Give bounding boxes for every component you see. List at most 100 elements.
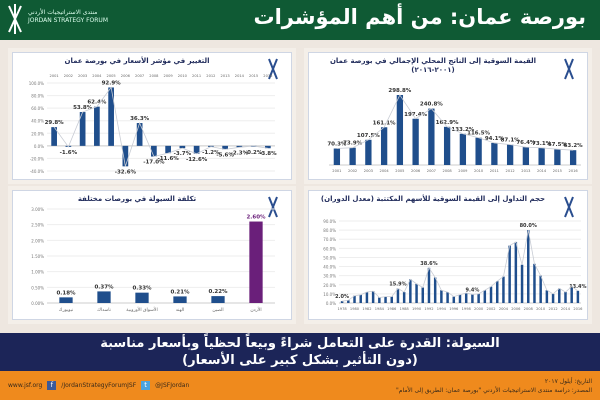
bar-1994 bbox=[440, 290, 443, 303]
bar-2005 bbox=[108, 87, 114, 146]
x-tick-label: 2016 bbox=[569, 169, 579, 173]
x-tick-label: 1984 bbox=[375, 307, 385, 311]
data-label: -11.6% bbox=[157, 156, 179, 162]
bar-2015 bbox=[554, 149, 561, 165]
bar-2004 bbox=[502, 276, 505, 303]
bar-1991 bbox=[421, 287, 425, 303]
y-tick-label: 40.0% bbox=[323, 265, 336, 270]
bar-2014 bbox=[538, 147, 545, 165]
data-label: 240.8% bbox=[420, 102, 443, 108]
x-tick-label: 1982 bbox=[362, 307, 371, 311]
x-tick-label: 2007 bbox=[427, 169, 436, 173]
data-label: -5.6% bbox=[216, 152, 234, 158]
y-tick-label: 90.0% bbox=[323, 219, 336, 224]
twitter-link[interactable]: @JSFJordan bbox=[155, 382, 190, 389]
y-tick-label: 20.0% bbox=[31, 131, 44, 136]
facebook-icon: f bbox=[47, 381, 57, 390]
bar-2016 bbox=[569, 150, 577, 165]
bar-2010 bbox=[179, 145, 186, 149]
data-label: 36.3% bbox=[130, 116, 150, 122]
header: منتدى الاستراتيجيات الأردني JORDAN STRATE… bbox=[0, 0, 600, 40]
data-label: 67.5% bbox=[548, 142, 568, 148]
y-tick-label: 80.0% bbox=[323, 228, 336, 233]
data-label: 116.5% bbox=[467, 131, 490, 137]
data-label: 0.18% bbox=[56, 290, 76, 296]
data-label: 161.1% bbox=[373, 120, 396, 126]
bar-2001 bbox=[483, 290, 487, 303]
bar-2008 bbox=[443, 126, 451, 165]
y-tick-label: 3.00% bbox=[31, 207, 44, 212]
x-tick-label: 2004 bbox=[380, 169, 390, 173]
bar-2001 bbox=[333, 148, 341, 165]
data-label: -12.6% bbox=[186, 157, 208, 163]
x-tick-label: 2001 bbox=[332, 169, 341, 173]
x-tick-label: 2002 bbox=[348, 169, 357, 173]
chart-title: حجم التداول إلى القيمة السوقية للأسهم ال… bbox=[320, 195, 546, 203]
chart-plot: 70.3% 2001 73.9% 2002 107.5% 2003 161.1% 2004 29… bbox=[327, 58, 584, 173]
trend-line bbox=[342, 230, 579, 302]
data-label: -2.3% bbox=[231, 150, 249, 156]
x-tick-label: 2009 bbox=[164, 74, 174, 78]
bar-1984 bbox=[378, 297, 381, 303]
bar-ناسداك bbox=[97, 291, 111, 303]
x-tick-label: 2002 bbox=[64, 74, 73, 78]
liquidity-banner: السيولة: القدرة على التعامل شراءً وبيعاً… bbox=[0, 333, 600, 371]
chart-plot: 0.0% 10.0% 20.0% 30.0% 40.0% 50.0% 60.0% 70.0% 8… bbox=[323, 196, 587, 311]
y-tick-label: 1.50% bbox=[31, 254, 44, 259]
x-tick-label: 2008 bbox=[443, 169, 453, 173]
bar-1988 bbox=[402, 292, 406, 303]
banner-line-2: (دون التأثير بشكل كبير على الأسعار) bbox=[182, 353, 418, 368]
x-tick-label: 1980 bbox=[350, 307, 360, 311]
bar-2003 bbox=[495, 281, 499, 303]
bar-2011 bbox=[491, 142, 498, 165]
y-tick-label: 20.0% bbox=[323, 283, 336, 288]
x-tick-label: الأردن bbox=[250, 306, 261, 313]
data-label: 63.2% bbox=[564, 143, 584, 149]
website-link[interactable]: www.jsf.org bbox=[8, 382, 43, 389]
bar-2015 bbox=[570, 286, 573, 303]
trend-line bbox=[336, 94, 574, 151]
x-tick-label: 2012 bbox=[548, 307, 557, 311]
org-name-en: JORDAN STRATEGY FORUM bbox=[28, 17, 109, 24]
x-tick-label: الهند bbox=[176, 308, 184, 313]
chart-index-change: التغيير في مؤشر الأسعار في بورصة عمان -40… bbox=[12, 52, 292, 180]
bar-نيويورك bbox=[59, 297, 73, 303]
footer-date: التاريخ: أيلول ٢٠١٧ bbox=[544, 378, 592, 385]
chart-plot: -40.0% -20.0% 0.0% 20.0% 40.0% 60.0% 80.0% 100.… bbox=[29, 58, 278, 175]
bar-1982 bbox=[365, 292, 369, 303]
x-tick-label: 2003 bbox=[78, 74, 87, 78]
bar-2013 bbox=[522, 147, 530, 165]
data-label: -3.8% bbox=[259, 151, 277, 157]
data-label: 0.33% bbox=[132, 286, 152, 292]
x-tick-label: 2013 bbox=[521, 169, 530, 173]
x-tick-label: 2006 bbox=[121, 74, 131, 78]
bar-2014 bbox=[564, 292, 567, 303]
org-name-ar: منتدى الاستراتيجيات الأردني bbox=[28, 9, 98, 16]
twitter-icon: t bbox=[141, 381, 151, 390]
bar-2006 bbox=[412, 118, 419, 165]
data-label: 53.8% bbox=[73, 105, 93, 111]
facebook-link[interactable]: /JordanStrategyForumJSF bbox=[61, 382, 137, 389]
x-tick-label: 1994 bbox=[437, 307, 447, 311]
y-tick-label: 0.0% bbox=[326, 301, 336, 306]
x-tick-label: 2015 bbox=[553, 169, 562, 173]
y-tick-label: 80.0% bbox=[31, 94, 44, 99]
x-tick-label: 2009 bbox=[458, 169, 468, 173]
x-tick-label: 2010 bbox=[474, 169, 484, 173]
bar-1979 bbox=[347, 300, 350, 303]
x-tick-label: 2015 bbox=[249, 74, 258, 78]
bar-1978 bbox=[340, 301, 344, 303]
x-tick-label: 1986 bbox=[387, 307, 397, 311]
bar-2016 bbox=[576, 290, 580, 303]
data-label: -32.6% bbox=[115, 169, 137, 175]
bar-2011 bbox=[545, 290, 549, 303]
x-tick-label: ناسداك bbox=[97, 308, 111, 313]
x-tick-label: 2012 bbox=[506, 169, 515, 173]
bar-2006 bbox=[122, 145, 129, 167]
x-tick-label: 2016 bbox=[263, 74, 273, 78]
x-tick-label: 2013 bbox=[221, 74, 230, 78]
jsf-logo-icon bbox=[564, 58, 574, 80]
bar-1989 bbox=[409, 279, 412, 303]
trend-line bbox=[53, 86, 268, 167]
x-tick-label: 2006 bbox=[411, 169, 421, 173]
